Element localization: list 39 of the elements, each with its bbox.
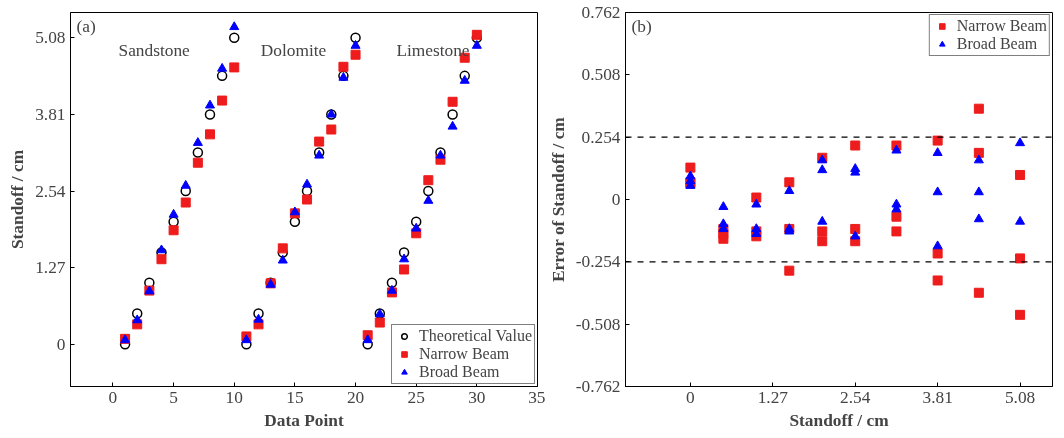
x-tick-label: 0 [686,387,695,407]
annotation: (a) [76,16,96,36]
y-tick-label: 2.54 [35,181,66,201]
y-tick-label: 0.254 [581,127,621,147]
y-tick-label: -0.762 [575,377,621,396]
legend-label: Broad Beam [956,35,1038,53]
y-tick-label: -0.254 [575,252,621,272]
legend-label: Narrow Beam [419,345,510,363]
y-tick-label: 1.27 [35,258,66,278]
annotation: Sandstone [118,40,191,60]
y-tick-label: -0.508 [575,314,621,334]
y-tick-label: 0.762 [581,3,621,22]
x-axis-title: Standoff / cm [789,410,890,430]
x-tick-label: 1.27 [757,387,789,407]
x-tick-label: 10 [225,387,243,407]
legend-label: Narrow Beam [956,17,1047,35]
legend-label: Broad Beam [419,363,500,381]
x-tick-label: 35 [528,387,546,407]
annotation: Dolomite [260,40,327,60]
x-tick-label: 2.54 [840,387,871,407]
x-tick-label: 0 [108,387,118,407]
y-tick-label: 0 [611,190,621,209]
legend-label: Theoretical Value [419,327,532,345]
y-tick-label: 0 [56,334,66,354]
x-axis-title: Data Point [264,410,344,430]
y-axis-title: Standoff / cm [8,149,28,250]
y-axis-title: Error of Standoff / cm [548,116,568,283]
y-tick-label: 3.81 [35,104,66,124]
annotation: (b) [631,16,652,36]
x-tick-label: 3.81 [922,387,953,407]
y-tick-label: 5.08 [35,28,66,48]
x-tick-label: 5 [169,387,178,407]
annotation: Limestone [396,40,470,60]
x-tick-label: 5.08 [1004,387,1036,407]
x-tick-label: 25 [407,387,425,407]
x-tick-label: 20 [346,387,365,407]
y-tick-label: 0.508 [581,65,621,85]
x-tick-label: 15 [286,387,304,407]
x-tick-label: 30 [468,387,486,407]
